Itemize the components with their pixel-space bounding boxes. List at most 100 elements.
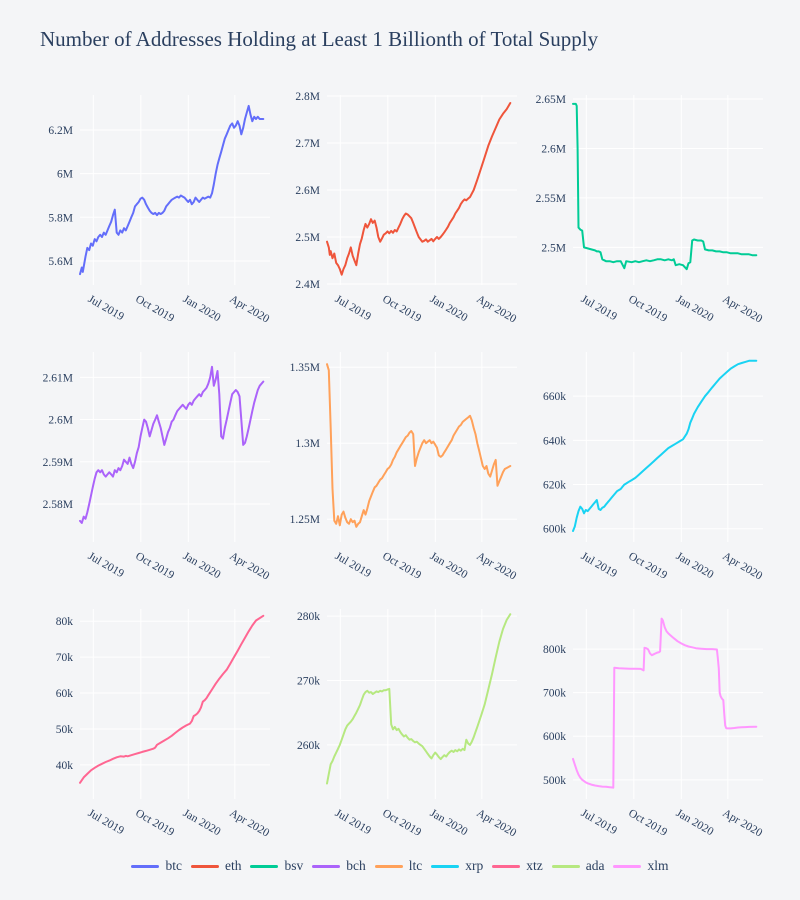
- y-tick-label: 800k: [543, 644, 566, 656]
- y-tick-label: 2.5M: [295, 232, 320, 244]
- x-tick-label: Jan 2020: [674, 807, 716, 838]
- x-tick-label: Oct 2019: [380, 293, 423, 325]
- x-tick-label: Jul 2019: [86, 550, 126, 580]
- subplot-ltc[interactable]: 1.25M 1.3M 1.35M Jul 2019 Oct 2019 Jan 2020 Ap…: [277, 342, 524, 599]
- plot-area-btc[interactable]: 5.6M 5.8M 6M 6.2M Jul 2019 Oct 2019 Jan 2020 Ap…: [30, 85, 276, 342]
- legend-item-xrp[interactable]: xrp: [431, 858, 483, 874]
- subplot-xlm[interactable]: 500k 600k 700k 800k Jul 2019 Oct 2019 Jan 2020…: [523, 599, 770, 856]
- page-title: Number of Addresses Holding at Least 1 B…: [40, 27, 599, 51]
- y-tick-label: 1.3M: [295, 438, 320, 450]
- x-tick-label: Apr 2020: [227, 550, 271, 582]
- y-tick-label: 600k: [543, 524, 566, 536]
- x-tick-label: Oct 2019: [133, 550, 176, 582]
- legend-item-btc[interactable]: btc: [131, 858, 182, 874]
- x-tick-label: Apr 2020: [474, 293, 518, 325]
- legend-label: bch: [346, 858, 366, 873]
- x-tick-label: Apr 2020: [721, 293, 765, 325]
- x-tick-label: Jan 2020: [181, 550, 223, 581]
- y-tick-label: 600k: [543, 731, 566, 743]
- legend-swatch-ltc: [374, 864, 403, 868]
- plot-area-ltc[interactable]: 1.25M 1.3M 1.35M Jul 2019 Oct 2019 Jan 2020 Ap…: [277, 342, 523, 599]
- y-tick-label: 500k: [543, 775, 566, 787]
- x-tick-label: Jul 2019: [579, 550, 619, 580]
- x-tick-label: Apr 2020: [227, 293, 271, 325]
- x-tick-label: Apr 2020: [474, 550, 518, 582]
- series-line-btc: [79, 104, 265, 276]
- x-tick-label: Jan 2020: [181, 807, 223, 838]
- y-tick-label: 2.6M: [295, 185, 320, 197]
- plot-area-xrp[interactable]: 600k 620k 640k 660k Jul 2019 Oct 2019 Jan 2020…: [523, 342, 769, 599]
- y-tick-label: 270k: [297, 675, 320, 687]
- series-line-xtz: [79, 614, 265, 784]
- y-tick-label: 2.55M: [536, 193, 566, 205]
- x-tick-label: Jan 2020: [427, 807, 469, 838]
- y-tick-label: 1.35M: [289, 362, 319, 374]
- x-tick-label: Jan 2020: [427, 550, 469, 581]
- y-tick-label: 60k: [56, 688, 74, 700]
- x-tick-label: Apr 2020: [721, 807, 765, 839]
- subplot-bsv[interactable]: 2.5M 2.55M 2.6M 2.65M Jul 2019 Oct 2019 Jan 20…: [523, 85, 770, 342]
- subplot-eth[interactable]: 2.4M 2.5M 2.6M 2.7M 2.8M Jul 2019 Oct 2019 Jan …: [277, 85, 524, 342]
- legend-swatch-bsv: [250, 864, 279, 868]
- subplot-xrp[interactable]: 600k 620k 640k 660k Jul 2019 Oct 2019 Jan 2020…: [523, 342, 770, 599]
- legend-swatch-btc: [131, 864, 160, 868]
- series-line-eth: [325, 102, 511, 276]
- y-tick-label: 2.65M: [536, 94, 566, 106]
- x-tick-label: Apr 2020: [227, 807, 271, 839]
- y-tick-label: 50k: [56, 724, 74, 736]
- subplot-bch[interactable]: 2.58M 2.59M 2.6M 2.61M Jul 2019 Oct 2019 Jan 2…: [30, 342, 277, 599]
- y-tick-label: 260k: [297, 740, 320, 752]
- legend-item-xlm[interactable]: xlm: [613, 858, 669, 874]
- subplot-btc[interactable]: 5.6M 5.8M 6M 6.2M Jul 2019 Oct 2019 Jan 2020 Ap…: [30, 85, 277, 342]
- y-tick-label: 6.2M: [48, 125, 73, 137]
- y-tick-label: 2.8M: [295, 91, 320, 103]
- legend-label: eth: [224, 858, 242, 873]
- series-line-ltc: [325, 363, 511, 528]
- plot-area-bsv[interactable]: 2.5M 2.55M 2.6M 2.65M Jul 2019 Oct 2019 Jan 20…: [523, 85, 769, 342]
- legend-item-bch[interactable]: bch: [312, 858, 366, 874]
- subplot-xtz[interactable]: 40k 50k 60k 70k 80k Jul 2019 Oct 2019 Jan 2020 A…: [30, 599, 277, 856]
- legend-swatch-xrp: [431, 864, 460, 868]
- x-tick-label: Oct 2019: [133, 807, 176, 839]
- x-tick-label: Oct 2019: [626, 293, 669, 325]
- y-tick-label: 6M: [57, 169, 73, 181]
- y-tick-label: 1.25M: [289, 514, 319, 526]
- legend-item-eth[interactable]: eth: [190, 858, 242, 874]
- legend-item-xtz[interactable]: xtz: [492, 858, 543, 874]
- x-tick-label: Jul 2019: [332, 807, 372, 837]
- legend-swatch-ada: [551, 864, 580, 868]
- y-tick-label: 2.59M: [43, 457, 73, 469]
- legend-label: bsv: [284, 858, 304, 873]
- legend-swatch-xtz: [492, 864, 521, 868]
- legend-swatch-eth: [190, 864, 219, 868]
- y-tick-label: 640k: [543, 435, 566, 447]
- x-tick-label: Jul 2019: [86, 807, 126, 837]
- y-tick-label: 700k: [543, 688, 566, 700]
- legend-item-ltc[interactable]: ltc: [374, 858, 423, 874]
- legend-label: xrp: [465, 858, 484, 873]
- x-tick-label: Oct 2019: [626, 807, 669, 839]
- x-tick-label: Jan 2020: [427, 293, 469, 324]
- plot-area-ada[interactable]: 260k 270k 280k Jul 2019 Oct 2019 Jan 2020 Apr …: [277, 599, 523, 856]
- charts-grid: 5.6M 5.8M 6M 6.2M Jul 2019 Oct 2019 Jan 2020 Ap…: [30, 85, 770, 856]
- y-tick-label: 2.61M: [43, 372, 73, 384]
- y-tick-label: 2.58M: [43, 499, 73, 511]
- series-line-xlm: [572, 617, 758, 789]
- legend-item-bsv[interactable]: bsv: [250, 858, 303, 874]
- subplot-ada[interactable]: 260k 270k 280k Jul 2019 Oct 2019 Jan 2020 Apr …: [277, 599, 524, 856]
- plot-area-xtz[interactable]: 40k 50k 60k 70k 80k Jul 2019 Oct 2019 Jan 2020 A…: [30, 599, 276, 856]
- legend-item-ada[interactable]: ada: [551, 858, 604, 874]
- x-tick-label: Jul 2019: [332, 550, 372, 580]
- y-tick-label: 2.5M: [542, 242, 567, 254]
- y-tick-label: 5.8M: [48, 212, 73, 224]
- x-tick-label: Apr 2020: [474, 807, 518, 839]
- plot-area-xlm[interactable]: 500k 600k 700k 800k Jul 2019 Oct 2019 Jan 2020…: [523, 599, 769, 856]
- y-tick-label: 620k: [543, 480, 566, 492]
- legend-label: xtz: [526, 858, 543, 873]
- x-tick-label: Jul 2019: [579, 807, 619, 837]
- legend-label: ltc: [408, 858, 423, 873]
- series-line-bch: [79, 365, 265, 524]
- x-tick-label: Jul 2019: [579, 293, 619, 323]
- plot-area-eth[interactable]: 2.4M 2.5M 2.6M 2.7M 2.8M Jul 2019 Oct 2019 Jan …: [277, 85, 523, 342]
- plot-area-bch[interactable]: 2.58M 2.59M 2.6M 2.61M Jul 2019 Oct 2019 Jan 2…: [30, 342, 276, 599]
